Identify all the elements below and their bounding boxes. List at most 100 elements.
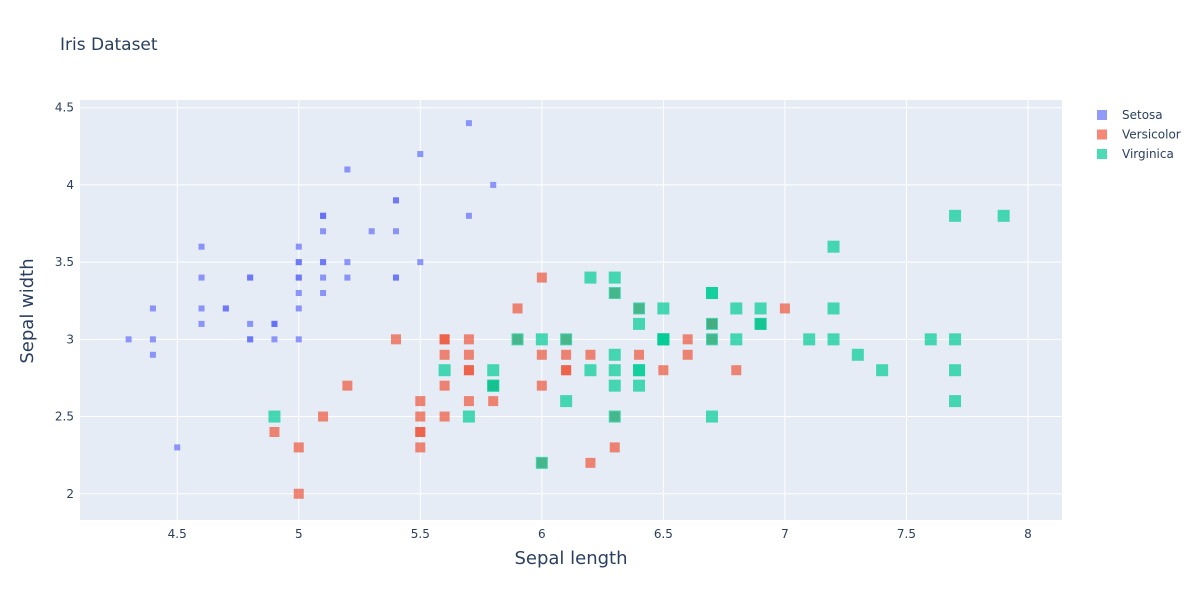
data-point — [439, 349, 450, 360]
data-point — [949, 333, 962, 346]
data-point — [149, 351, 156, 358]
data-point — [535, 456, 548, 469]
data-point — [390, 334, 401, 345]
data-point — [754, 317, 767, 330]
data-point — [487, 364, 500, 377]
data-point — [561, 349, 572, 360]
data-point — [320, 290, 327, 297]
data-point — [392, 197, 399, 204]
data-point — [174, 444, 181, 451]
data-point — [293, 442, 304, 453]
data-point — [295, 259, 302, 266]
data-point — [320, 228, 327, 235]
data-point — [293, 488, 304, 499]
x-tick-label: 8 — [1024, 527, 1032, 541]
data-point — [247, 274, 254, 281]
y-tick-label: 4 — [66, 178, 74, 192]
data-point — [779, 303, 790, 314]
data-point — [608, 271, 621, 284]
series-virginica — [268, 209, 1010, 469]
data-point — [320, 212, 327, 219]
data-point — [488, 396, 499, 407]
data-point — [222, 305, 229, 312]
x-tick-label: 6 — [538, 527, 546, 541]
data-point — [463, 334, 474, 345]
y-axis-ticks: 2 2.5 3 3.5 4 4.5 — [55, 101, 74, 501]
data-point — [463, 365, 474, 376]
data-point — [198, 243, 205, 250]
data-point — [417, 259, 424, 266]
data-point — [560, 395, 573, 408]
data-point — [198, 305, 205, 312]
y-tick-label: 4.5 — [55, 101, 74, 115]
data-point — [439, 411, 450, 422]
legend-item-versicolor[interactable]: Versicolor — [1097, 128, 1181, 142]
data-point — [295, 290, 302, 297]
data-point — [536, 349, 547, 360]
y-tick-label: 2.5 — [55, 410, 74, 424]
data-point — [827, 240, 840, 253]
data-point — [271, 320, 278, 327]
data-point — [924, 333, 937, 346]
data-point — [438, 364, 451, 377]
data-point — [657, 333, 670, 346]
data-point — [585, 457, 596, 468]
legend: Setosa Versicolor Virginica — [1097, 108, 1181, 161]
data-point — [487, 379, 500, 392]
data-point — [585, 349, 596, 360]
data-point — [634, 349, 645, 360]
series-setosa — [125, 120, 497, 451]
x-tick-label: 4.5 — [168, 527, 187, 541]
data-point — [320, 259, 327, 266]
data-point — [415, 411, 426, 422]
legend-label: Setosa — [1122, 108, 1163, 122]
data-point — [608, 364, 621, 377]
data-point — [463, 349, 474, 360]
plot-area — [80, 100, 1062, 520]
legend-swatch — [1097, 110, 1107, 120]
data-point — [295, 336, 302, 343]
x-tick-label: 7 — [781, 527, 789, 541]
data-point — [608, 348, 621, 361]
legend-swatch — [1097, 129, 1107, 140]
data-point — [705, 333, 718, 346]
data-point — [320, 274, 327, 281]
data-point — [512, 303, 523, 314]
data-point — [318, 411, 329, 422]
data-point — [682, 334, 693, 345]
data-point — [754, 302, 767, 315]
legend-item-setosa[interactable]: Setosa — [1097, 108, 1163, 122]
data-point — [344, 259, 351, 266]
data-point — [633, 302, 646, 315]
legend-item-virginica[interactable]: Virginica — [1097, 147, 1174, 161]
data-point — [584, 271, 597, 284]
data-point — [342, 380, 353, 391]
x-axis-title: Sepal length — [514, 548, 627, 569]
data-point — [439, 380, 450, 391]
data-point — [344, 274, 351, 281]
data-point — [705, 287, 718, 300]
data-point — [682, 349, 693, 360]
data-point — [295, 274, 302, 281]
data-point — [633, 317, 646, 330]
data-point — [511, 333, 524, 346]
data-point — [198, 320, 205, 327]
legend-label: Versicolor — [1122, 128, 1181, 142]
data-point — [536, 272, 547, 283]
data-point — [827, 302, 840, 315]
x-tick-label: 7.5 — [897, 527, 916, 541]
data-point — [997, 209, 1010, 222]
data-point — [149, 305, 156, 312]
data-point — [730, 333, 743, 346]
data-point — [560, 333, 573, 346]
data-point — [535, 333, 548, 346]
data-point — [198, 274, 205, 281]
data-point — [415, 396, 426, 407]
data-point — [439, 334, 450, 345]
data-point — [465, 212, 472, 219]
data-point — [417, 151, 424, 158]
data-point — [392, 274, 399, 281]
y-axis-title: Sepal width — [17, 258, 38, 363]
data-point — [271, 336, 278, 343]
